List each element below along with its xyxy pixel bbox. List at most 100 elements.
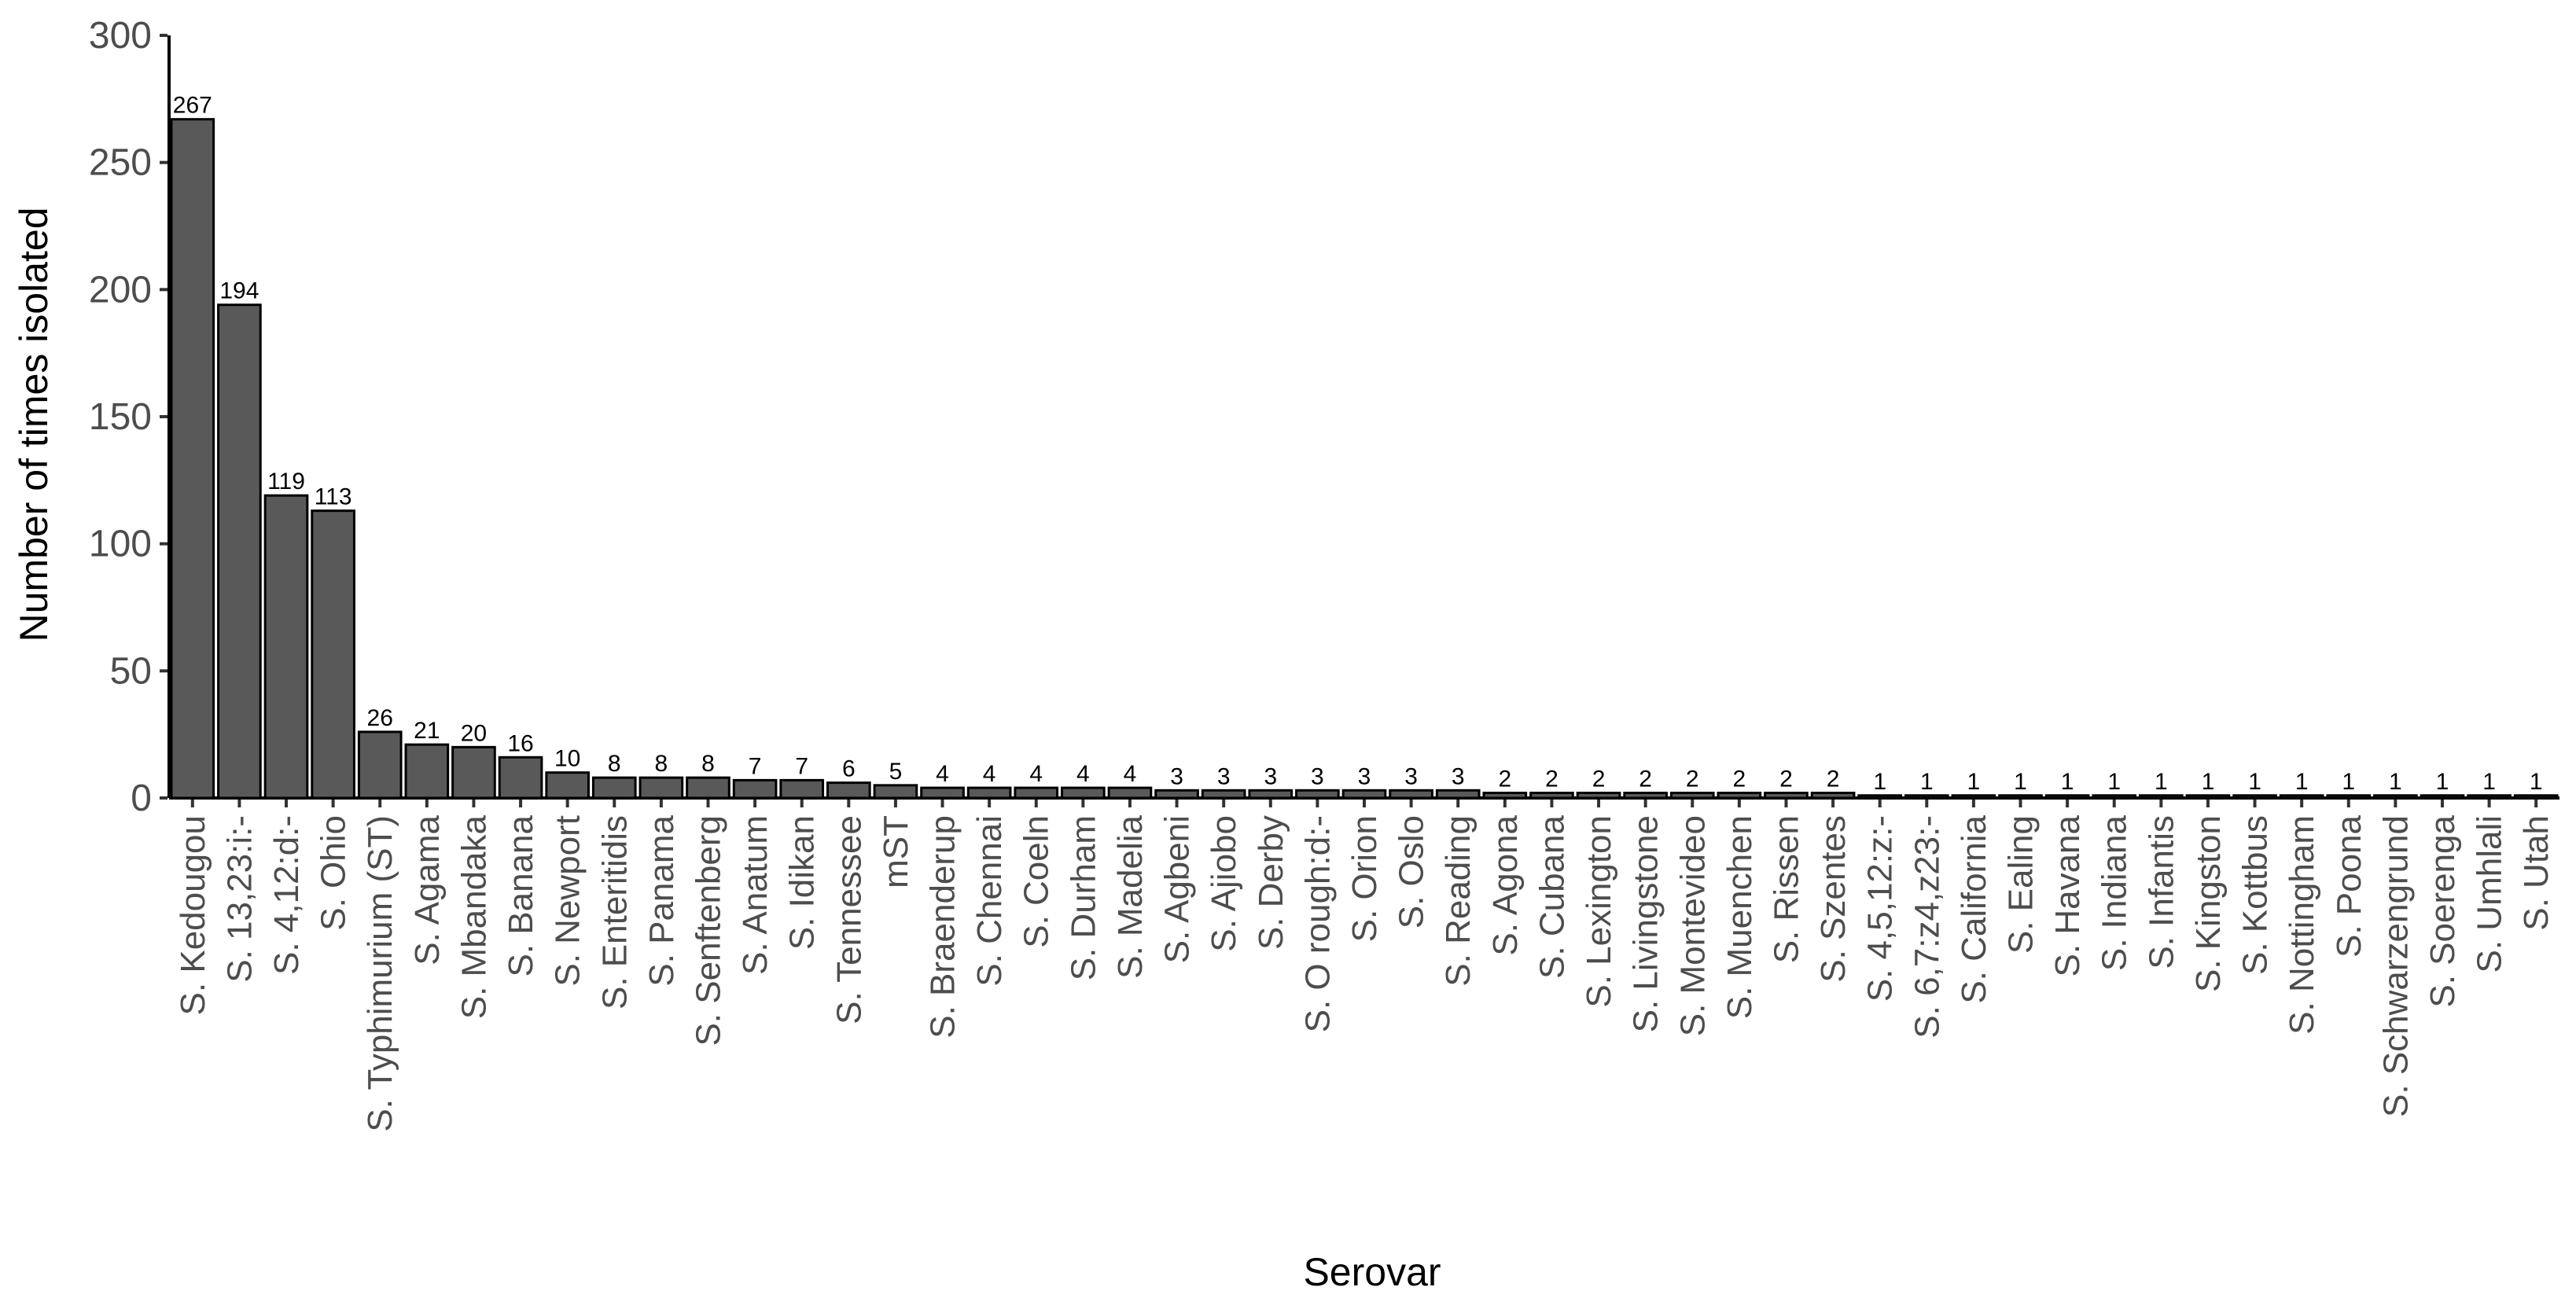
y-tick-label: 250 <box>89 142 152 184</box>
bar <box>686 776 730 800</box>
bar-value-label: 119 <box>267 469 305 495</box>
x-tick-label: S. Agama <box>408 814 447 965</box>
x-axis-title: Serovar <box>1303 1250 1441 1294</box>
x-tick-label: S. Lexington <box>1580 815 1618 1008</box>
bar <box>1014 786 1059 800</box>
bar <box>404 743 450 800</box>
x-tick-label: S. Typhimurium (ST) <box>361 815 399 1132</box>
bar-value-label: 1 <box>2155 769 2168 795</box>
x-tick-label: S. 4,12:d:- <box>267 815 306 975</box>
bar <box>2139 794 2184 800</box>
bar <box>545 771 590 800</box>
bar-value-label: 1 <box>2061 769 2074 795</box>
bar-value-label: 1 <box>2248 769 2261 795</box>
bar <box>170 118 215 800</box>
x-tick-label: S. Reading <box>1439 815 1478 987</box>
bar-value-label: 1 <box>2014 769 2027 795</box>
bar-value-label: 1 <box>2107 769 2121 795</box>
bar-value-label: 3 <box>1264 763 1277 789</box>
bar-value-label: 1 <box>1967 769 1981 795</box>
bars <box>170 118 2559 800</box>
x-tick-label: S. 13,23:i:- <box>220 815 259 983</box>
bar <box>2044 794 2090 800</box>
bar-value-label: 194 <box>219 278 259 304</box>
bar <box>498 756 543 800</box>
bar-value-label: 8 <box>701 751 715 777</box>
bar <box>2420 794 2465 800</box>
y-tick-label: 200 <box>89 269 152 311</box>
bar <box>2232 794 2277 800</box>
bar-value-label: 3 <box>1170 763 1183 789</box>
x-axis: S. Kedougou S. 13,23:i:- S. 4,12:d:- S. Ohi… <box>169 796 2559 1132</box>
x-tick-label: mST <box>877 815 915 888</box>
bar <box>311 509 355 800</box>
x-tick-label: S. Ealing <box>2002 815 2041 954</box>
x-tick-label: S. Schwarzengrund <box>2376 815 2415 1117</box>
y-tick-label: 300 <box>89 15 152 57</box>
bar <box>1857 794 1903 800</box>
bar <box>1529 792 1574 800</box>
bar-value-label: 1 <box>2482 769 2496 795</box>
bar <box>1623 792 1668 800</box>
bar <box>357 730 403 800</box>
y-tick-label: 150 <box>89 396 152 438</box>
x-tick-label: S. Utah <box>2517 815 2556 931</box>
x-tick-label: S. Poona <box>2330 814 2368 958</box>
bar <box>1764 792 1809 800</box>
bar-value-label: 2 <box>1827 767 1840 792</box>
bar-value-label: 1 <box>1920 769 1934 795</box>
x-tick-label: S. 4,5,12:z:- <box>1861 815 1900 1002</box>
bar-value-label: 3 <box>1452 763 1465 789</box>
bar <box>1389 789 1433 800</box>
y-tick-label: 50 <box>110 650 152 692</box>
bar-value-label: 3 <box>1404 763 1418 789</box>
bar-value-label: 3 <box>1358 763 1371 789</box>
bar <box>1154 789 1199 800</box>
bar-value-label: 1 <box>2202 769 2215 795</box>
bar <box>1435 789 1481 800</box>
x-tick-label: S. Kingston <box>2189 815 2228 992</box>
bar <box>217 303 262 800</box>
bar <box>732 778 778 800</box>
bar <box>638 776 684 800</box>
bar <box>2279 794 2324 800</box>
x-tick-label: S. Enteritidis <box>595 815 634 1009</box>
bar <box>873 784 918 800</box>
bar-value-label: 3 <box>1217 763 1231 789</box>
x-tick-label: S. Ohio <box>315 815 353 931</box>
bar-value-label: 1 <box>1873 769 1886 795</box>
bar <box>2513 794 2559 800</box>
bar <box>1341 789 1387 800</box>
bar <box>2092 794 2137 800</box>
bar <box>2467 794 2512 800</box>
bar <box>1482 792 1528 800</box>
bar-value-label: 2 <box>1498 767 1511 792</box>
bar-value-label: 1 <box>2436 769 2449 795</box>
bar-value-label: 4 <box>983 761 996 787</box>
bar <box>591 776 637 800</box>
x-tick-label: S. Szentes <box>1814 815 1853 983</box>
x-tick-label: S. Agona <box>1486 814 1525 955</box>
x-tick-label: S. Banana <box>502 814 540 976</box>
y-tick-label: 100 <box>89 524 152 565</box>
bar-value-label: 26 <box>367 705 393 731</box>
bar-value-label: 16 <box>507 730 533 756</box>
bar <box>263 494 309 800</box>
bar <box>2185 794 2231 800</box>
bar-value-label: 4 <box>936 761 949 787</box>
bar-value-label: 2 <box>1686 767 1699 792</box>
x-tick-label: S. Infantis <box>2142 815 2180 969</box>
bar-value-label: 113 <box>315 484 352 510</box>
bar-value-label: 6 <box>842 756 856 782</box>
x-tick-label: S. Braenderup <box>924 815 962 1039</box>
y-axis: 0 50 100 150 200 250 300 <box>89 15 171 819</box>
x-tick-label: S. Agbeni <box>1158 815 1197 963</box>
bar <box>2373 794 2418 800</box>
x-tick-label: S. Senftenberg <box>689 815 727 1046</box>
bar-value-label: 4 <box>1029 761 1043 787</box>
bar <box>1951 794 1996 800</box>
bar-value-label: 5 <box>889 759 903 785</box>
bar-value-label: 2 <box>1545 767 1558 792</box>
x-tick-label: S. Kottbus <box>2236 815 2275 975</box>
x-tick-label: S. Newport <box>549 815 587 987</box>
